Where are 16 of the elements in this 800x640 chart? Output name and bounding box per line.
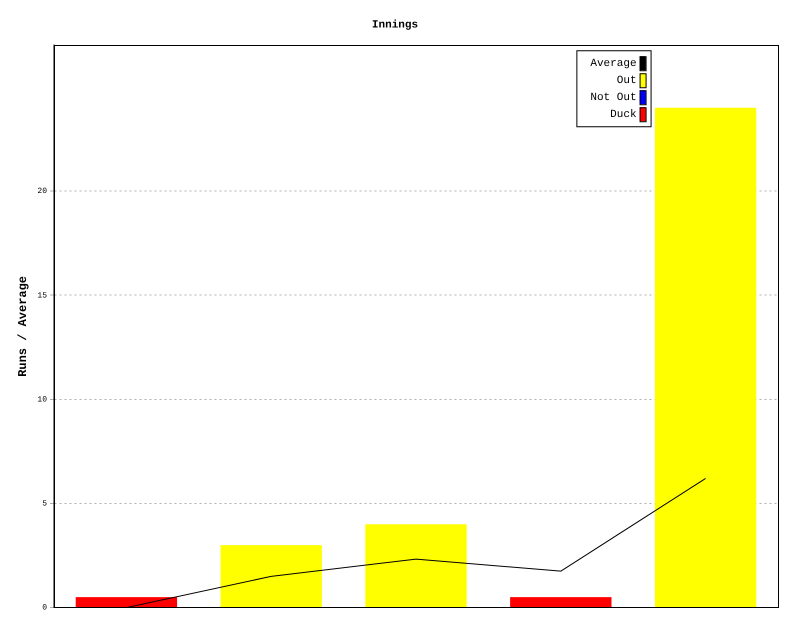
legend-label: Duck: [610, 109, 637, 122]
bar: [654, 108, 756, 608]
legend-label: Out: [616, 75, 637, 88]
y-tick-label: 5: [42, 500, 48, 509]
y-tick-label: 10: [37, 395, 48, 404]
y-tick-label: 0: [42, 604, 48, 613]
legend-label: Average: [590, 58, 637, 70]
bar: [365, 524, 467, 608]
y-tick-label: 20: [37, 187, 48, 196]
bar: [220, 545, 322, 608]
chart-title: Innings: [372, 19, 418, 32]
y-tick-label: 15: [37, 291, 48, 300]
bar: [76, 597, 178, 608]
y-axis-title: Runs / Average: [16, 276, 30, 377]
legend-label: Not Out: [590, 92, 637, 104]
bar: [510, 597, 612, 608]
